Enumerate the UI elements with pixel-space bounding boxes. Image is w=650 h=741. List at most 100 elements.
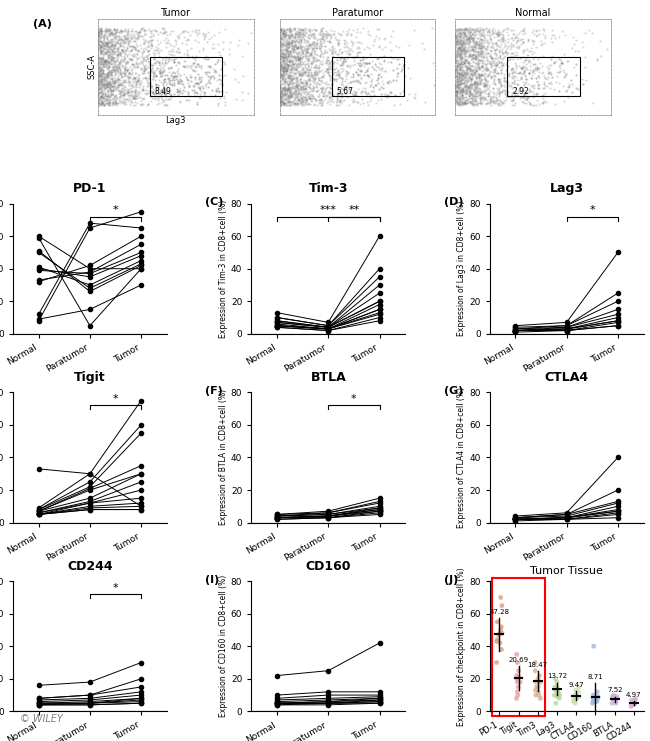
Point bbox=[298, 86, 309, 98]
Point bbox=[284, 56, 294, 67]
Point bbox=[105, 73, 115, 85]
Point bbox=[490, 70, 501, 82]
Point bbox=[454, 39, 465, 51]
Point bbox=[476, 92, 487, 104]
Point bbox=[454, 42, 464, 54]
Point bbox=[477, 93, 488, 105]
Point bbox=[296, 36, 306, 47]
Point bbox=[156, 89, 166, 101]
Point bbox=[474, 41, 484, 53]
Point bbox=[109, 97, 119, 109]
Point bbox=[463, 86, 474, 98]
Point bbox=[454, 99, 464, 110]
Point bbox=[469, 79, 479, 90]
Point bbox=[483, 90, 493, 102]
Point bbox=[105, 41, 115, 53]
Point bbox=[350, 75, 361, 87]
Point bbox=[300, 82, 310, 94]
Point bbox=[302, 44, 313, 56]
Point bbox=[474, 68, 484, 80]
Point bbox=[607, 697, 618, 709]
Point bbox=[94, 39, 104, 50]
Point bbox=[491, 96, 502, 107]
Point bbox=[484, 95, 495, 107]
Point bbox=[472, 65, 482, 77]
Point bbox=[550, 98, 560, 110]
Point bbox=[207, 84, 217, 96]
Point bbox=[317, 48, 328, 60]
Point bbox=[98, 56, 109, 67]
Point bbox=[519, 22, 529, 34]
Point bbox=[487, 25, 497, 37]
Point bbox=[113, 33, 124, 45]
Point bbox=[142, 81, 152, 93]
Point bbox=[116, 45, 127, 57]
Point bbox=[462, 63, 472, 75]
Point bbox=[317, 98, 328, 110]
Point bbox=[465, 64, 476, 76]
Point bbox=[295, 70, 306, 82]
Point bbox=[116, 90, 126, 102]
Point bbox=[528, 58, 538, 70]
Point bbox=[328, 58, 338, 70]
Point bbox=[527, 73, 538, 84]
Point bbox=[113, 71, 124, 83]
Point bbox=[472, 78, 482, 90]
Point bbox=[466, 65, 476, 77]
Point bbox=[467, 82, 478, 93]
Point bbox=[309, 51, 319, 63]
Point bbox=[282, 50, 293, 62]
Point bbox=[95, 56, 105, 67]
Point bbox=[283, 71, 293, 83]
Point bbox=[285, 48, 296, 60]
Point bbox=[112, 73, 123, 85]
Point bbox=[452, 73, 462, 85]
Point bbox=[456, 31, 467, 43]
Point bbox=[284, 55, 294, 67]
Point bbox=[111, 97, 122, 109]
Point bbox=[454, 36, 465, 47]
Point bbox=[297, 64, 307, 76]
Point bbox=[105, 48, 115, 60]
Point bbox=[464, 69, 474, 81]
Point bbox=[470, 51, 480, 63]
Point bbox=[378, 82, 388, 94]
Point bbox=[365, 80, 375, 92]
Point bbox=[458, 24, 469, 36]
Point bbox=[497, 33, 507, 44]
Point bbox=[276, 51, 287, 63]
Point bbox=[460, 48, 470, 60]
Point bbox=[463, 56, 473, 68]
Point bbox=[525, 56, 535, 67]
Point bbox=[96, 41, 107, 53]
Point bbox=[507, 90, 517, 102]
Point bbox=[278, 92, 288, 104]
Point bbox=[455, 51, 465, 63]
Point bbox=[470, 53, 480, 65]
Point bbox=[318, 87, 329, 99]
Point bbox=[460, 70, 470, 82]
Point bbox=[539, 96, 549, 107]
Point bbox=[301, 69, 311, 81]
Point bbox=[377, 76, 387, 87]
Point bbox=[315, 50, 325, 62]
Point bbox=[109, 82, 120, 94]
Point bbox=[457, 40, 467, 52]
Point bbox=[296, 33, 306, 44]
Point bbox=[131, 86, 142, 98]
Point bbox=[133, 30, 144, 41]
Point bbox=[333, 64, 343, 76]
Point bbox=[472, 79, 482, 91]
Point bbox=[221, 87, 231, 99]
Point bbox=[94, 22, 105, 34]
Point bbox=[519, 62, 529, 73]
Point bbox=[179, 60, 189, 72]
Point bbox=[483, 39, 493, 51]
Point bbox=[278, 55, 289, 67]
Point bbox=[458, 26, 468, 38]
Point bbox=[539, 82, 549, 94]
Point bbox=[280, 84, 291, 96]
Point bbox=[146, 59, 157, 71]
Point bbox=[311, 54, 322, 66]
Point bbox=[460, 81, 470, 93]
